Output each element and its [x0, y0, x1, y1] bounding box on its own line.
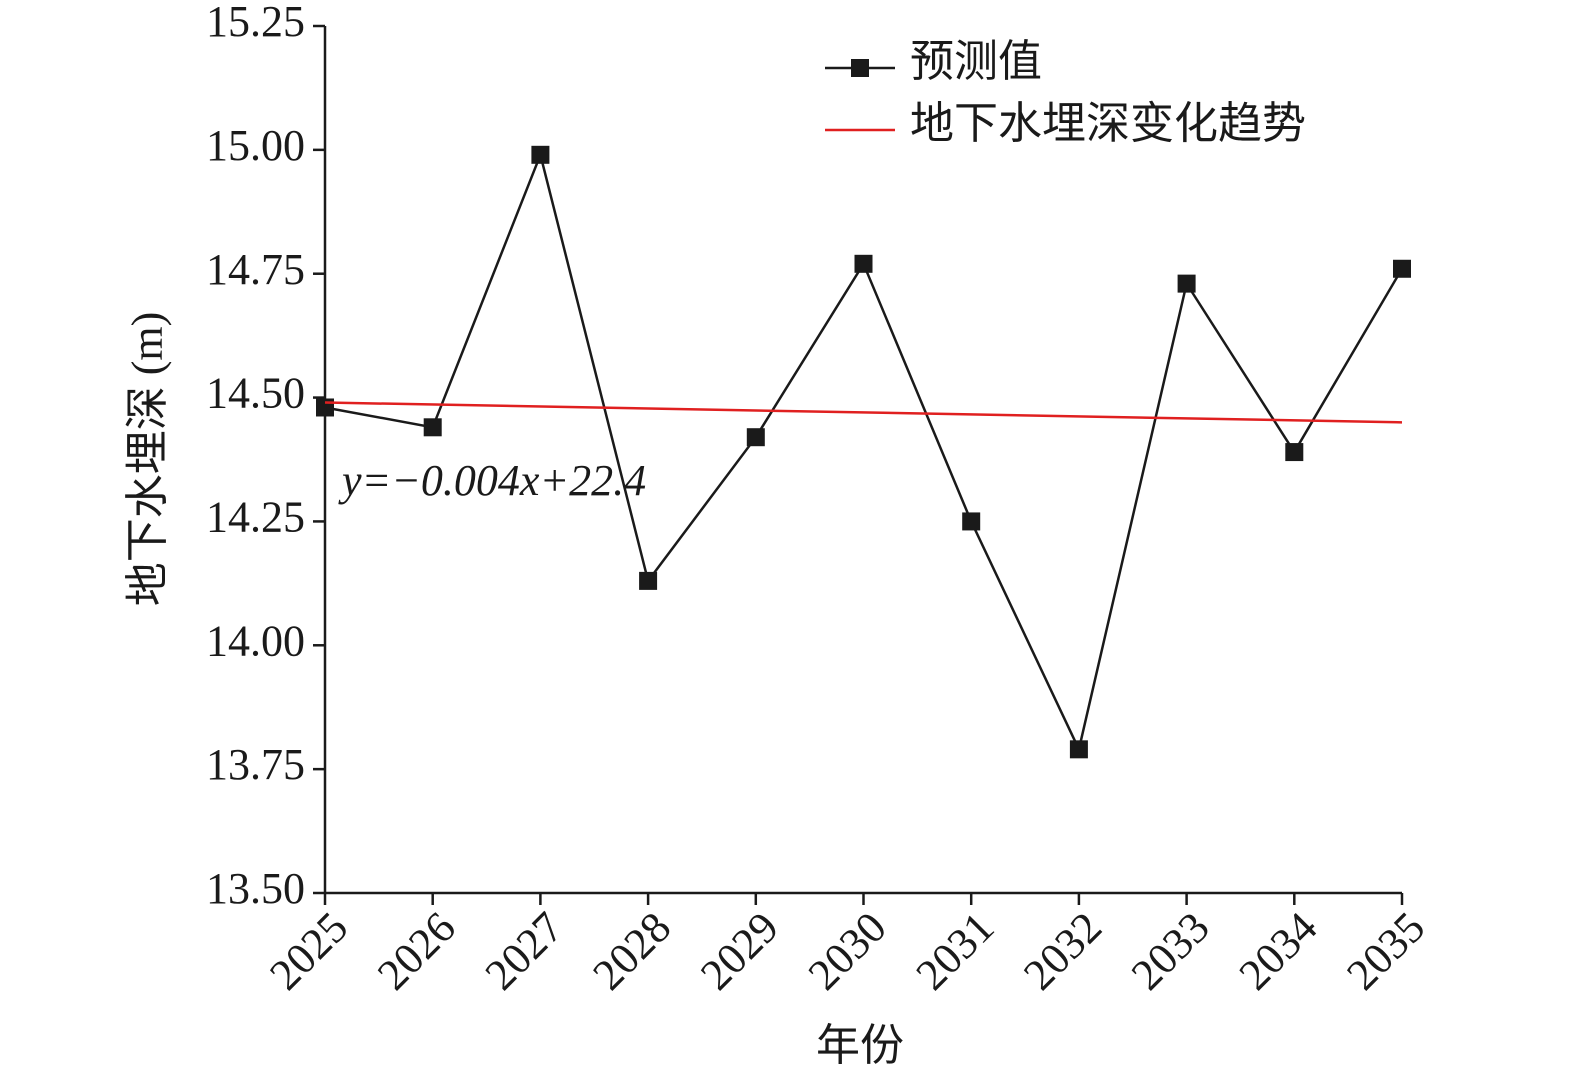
marker — [746, 428, 765, 447]
y-tick-label: 14.25 — [206, 493, 305, 542]
x-axis-label: 年份 — [816, 1021, 904, 1070]
marker — [531, 145, 550, 164]
legend-label: 预测值 — [910, 37, 1042, 86]
y-tick-label: 15.00 — [206, 121, 305, 170]
x-tick-label: 2028 — [583, 903, 680, 1000]
series-line — [324, 150, 1404, 754]
y-tick-label: 14.75 — [206, 245, 305, 294]
marker — [962, 512, 981, 531]
marker — [1285, 443, 1304, 462]
marker — [854, 254, 873, 273]
x-tick-label: 2035 — [1337, 903, 1434, 1000]
legend-marker — [851, 59, 869, 77]
y-tick-label: 13.75 — [206, 740, 305, 789]
marker — [316, 398, 334, 417]
trend-equation: y=−0.004x+22.4 — [338, 456, 646, 505]
marker — [639, 571, 658, 590]
x-tick-label: 2025 — [260, 903, 357, 1000]
marker — [1069, 740, 1088, 759]
marker — [423, 418, 442, 437]
series-line — [324, 401, 1403, 424]
y-axis-label: 地下水埋深 (m) — [123, 312, 172, 607]
x-tick-label: 2026 — [368, 903, 465, 1000]
y-tick-label: 15.25 — [206, 0, 305, 46]
x-tick-label: 2033 — [1122, 903, 1219, 1000]
legend-label: 地下水埋深变化趋势 — [910, 99, 1306, 148]
y-tick-label: 13.50 — [206, 864, 305, 913]
x-tick-label: 2031 — [907, 903, 1004, 1000]
x-tick-label: 2029 — [691, 903, 788, 1000]
marker — [1177, 274, 1196, 293]
x-tick-label: 2032 — [1014, 903, 1111, 1000]
x-tick-label: 2030 — [799, 903, 896, 1000]
marker — [1393, 259, 1411, 278]
x-tick-label: 2034 — [1230, 903, 1327, 1000]
y-tick-label: 14.00 — [206, 616, 305, 665]
x-tick-label: 2027 — [476, 903, 573, 1000]
y-tick-label: 14.50 — [206, 369, 305, 418]
